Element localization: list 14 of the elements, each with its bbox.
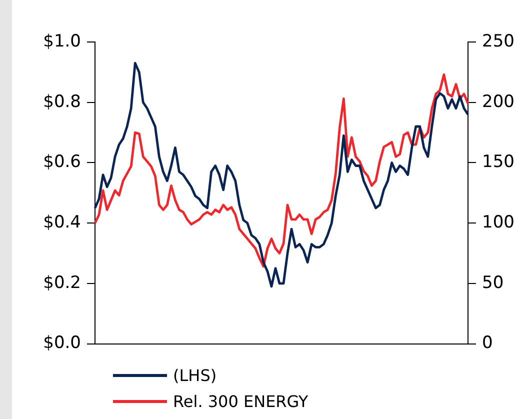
y-tick-label: $1.0 xyxy=(43,31,81,52)
y2-tick-label: 100 xyxy=(482,212,514,232)
legend-label: Rel. 300 ENERGY xyxy=(173,392,308,410)
y2-tick-label: 50 xyxy=(482,272,504,293)
y2-tick-label: 150 xyxy=(482,152,514,172)
y2-tick-label: 250 xyxy=(482,31,514,52)
y-tick-label: $0.2 xyxy=(43,272,81,293)
y-tick-label: $0.0 xyxy=(43,333,81,354)
y2-tick-label: 0 xyxy=(482,333,493,354)
legend-label: (LHS) xyxy=(173,366,217,384)
y-tick-label: $0.8 xyxy=(43,92,81,112)
y2-tick-label: 200 xyxy=(482,92,514,112)
y-tick-label: $0.6 xyxy=(43,152,81,172)
y-tick-label: $0.4 xyxy=(43,212,81,232)
